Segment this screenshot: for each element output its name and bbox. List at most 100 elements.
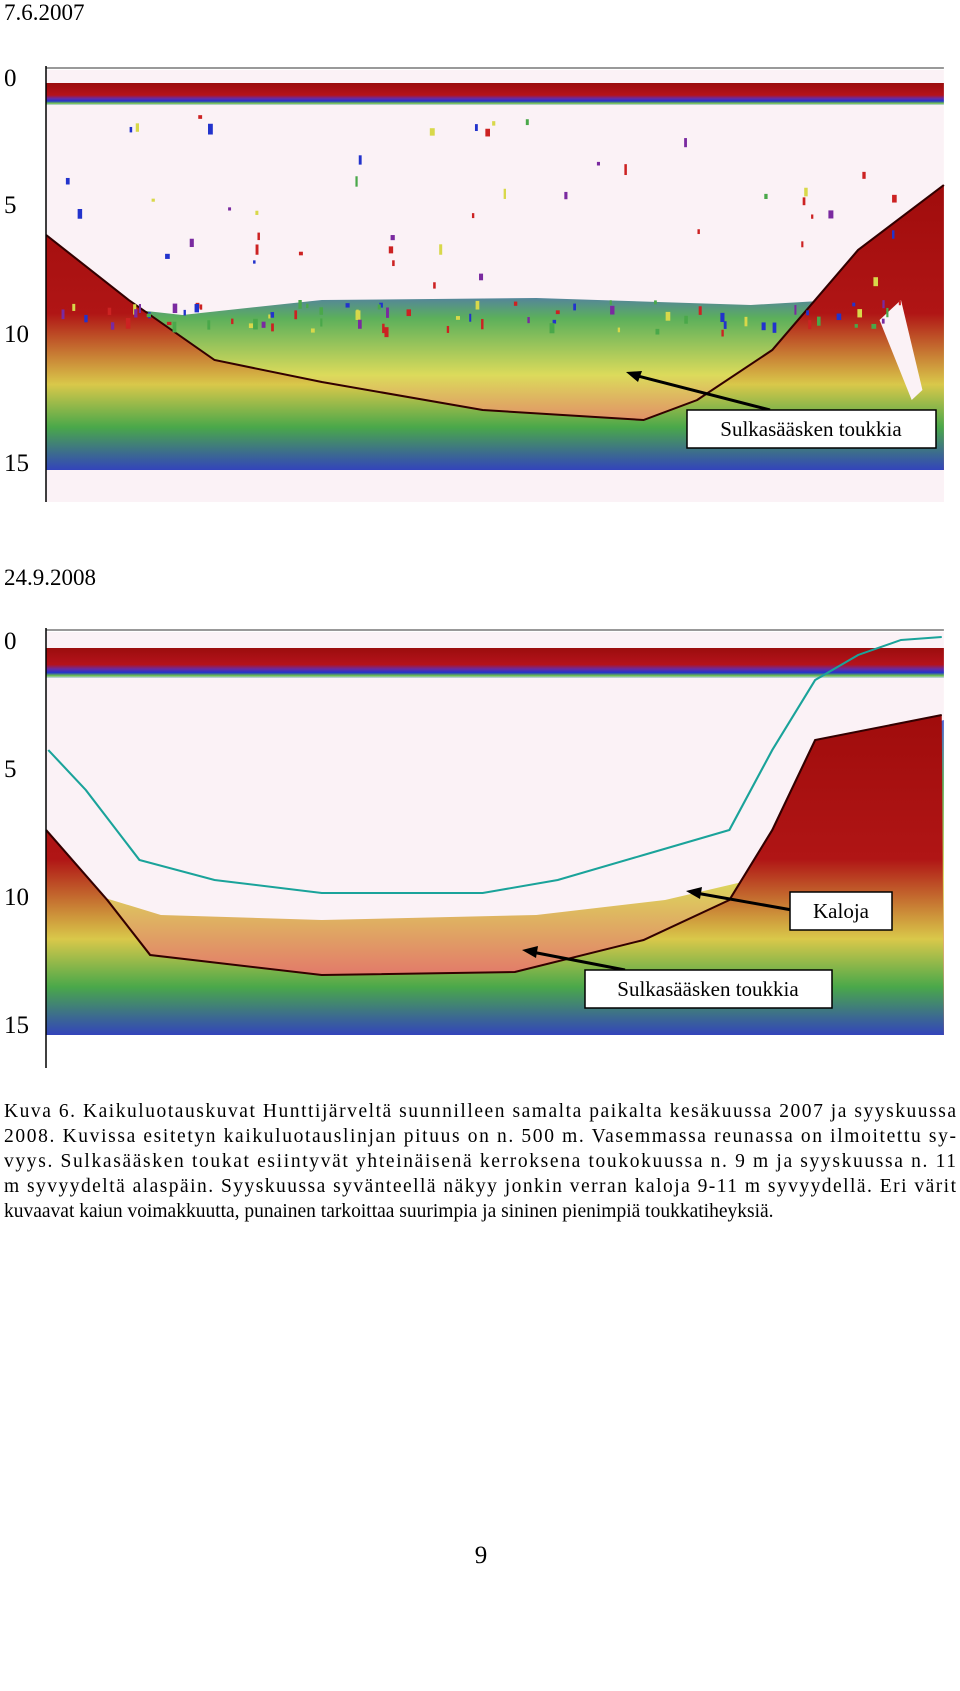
annotation-box: [584, 969, 833, 1009]
echo-speck: [199, 304, 203, 310]
annotation: Sulkasääsken toukkia: [720, 417, 902, 441]
echo-speck: [854, 324, 858, 328]
echo-speck: [134, 309, 138, 318]
echo-speck: [110, 322, 115, 330]
echo-speck: [429, 128, 435, 136]
annotation: Kaloja: [813, 899, 870, 923]
echo-speck: [310, 328, 315, 333]
echo-speck: [665, 311, 671, 321]
echo-speck: [892, 230, 895, 239]
echo-speck: [873, 277, 879, 287]
echo-speck: [355, 176, 358, 187]
depth-axis: 0 5 10 15: [4, 628, 29, 1039]
echo-speck: [836, 313, 842, 321]
echo-speck: [610, 305, 615, 315]
echo-speck: [166, 321, 172, 326]
echo-speck: [253, 318, 258, 330]
echo-speck: [455, 316, 460, 320]
echo-speck: [481, 318, 484, 330]
echo-speck: [228, 207, 232, 211]
echo-speck: [390, 235, 395, 241]
echo-speck: [183, 309, 186, 316]
echo-speck: [446, 325, 450, 333]
echo-speck: [257, 232, 260, 241]
echo-speck: [388, 246, 394, 254]
echo-speck: [871, 323, 877, 329]
echo-speck: [475, 300, 480, 310]
arrow: [633, 373, 771, 412]
echo-speck: [525, 119, 529, 126]
echo-speck: [107, 307, 112, 315]
echo-speck: [513, 301, 518, 306]
arrow: [695, 891, 793, 912]
echo-speck: [801, 241, 804, 248]
echo-speck: [898, 300, 901, 306]
echo-speck: [806, 310, 809, 316]
echo-speck: [527, 317, 530, 324]
echo-speck: [208, 123, 213, 135]
echo-speck: [469, 313, 472, 322]
depth-label: 5: [4, 756, 17, 783]
annotation-box: [789, 891, 893, 931]
echo-speck: [886, 307, 889, 318]
arrow: [531, 950, 626, 972]
echo-speck: [386, 307, 389, 318]
echo-speck: [298, 300, 302, 309]
depth-label: 10: [4, 884, 29, 911]
echo-speck: [194, 304, 200, 313]
echo-speck: [270, 312, 275, 318]
caption-line: Kuva 6. Kaikuluotauskuvat Hunttijärveltä…: [4, 1101, 956, 1122]
echo-speck: [151, 198, 155, 202]
echo-speck: [72, 303, 76, 311]
echo-speck: [207, 320, 211, 330]
echo-speck: [811, 214, 814, 219]
depth-label: 0: [4, 65, 17, 92]
echo-speck: [172, 321, 177, 333]
echo-speck: [697, 229, 700, 235]
annotation-box: [686, 409, 937, 449]
arrowhead: [686, 887, 702, 899]
echo-speck: [624, 164, 627, 176]
echo-speck: [772, 322, 777, 333]
echo-speck: [294, 310, 298, 320]
echo-speck: [135, 123, 139, 132]
echo-speck: [479, 273, 484, 281]
echo-speck: [555, 310, 560, 315]
echo-speck: [345, 303, 350, 308]
echo-speck: [298, 251, 303, 256]
echo-speck: [761, 322, 766, 331]
echo-speck: [492, 121, 496, 126]
echo-speck: [852, 302, 856, 307]
echo-speck: [862, 171, 866, 179]
echo-speck: [474, 124, 478, 132]
echo-speck: [684, 315, 688, 324]
caption-line: 2008. Kuvissa esitetyn kaikuluotauslinja…: [4, 1126, 956, 1147]
echo-speck: [189, 238, 194, 248]
arrowhead: [522, 946, 538, 958]
echo-speck: [655, 328, 660, 335]
echo-speck: [552, 319, 557, 324]
depth-axis: 0 5 10 15: [4, 65, 29, 477]
caption-line: m syvyydeltä alaspäin. Syyskuussa syvänt…: [4, 1176, 957, 1197]
echo-speck: [255, 244, 259, 255]
depth-label: 10: [4, 321, 29, 348]
echo-speck: [231, 318, 234, 325]
caption-line: vyys. Sulkasääsken toukat esiintyvät yht…: [4, 1151, 956, 1172]
caption: Kuva 6. Kaikuluotauskuvat Hunttijärveltä…: [4, 1101, 957, 1222]
echo-speck: [248, 323, 253, 329]
echo-speck: [306, 303, 309, 309]
echo-speck: [125, 318, 131, 329]
echo-speck: [828, 210, 834, 219]
echo-speck: [61, 309, 65, 320]
arrowhead: [626, 371, 642, 382]
echo-speck: [882, 300, 885, 309]
echo-speck: [857, 309, 863, 318]
depth-label: 15: [4, 450, 29, 477]
echo-speck: [744, 316, 748, 327]
echogram: [45, 628, 944, 1068]
echo-speck: [392, 260, 395, 267]
echo-speck: [384, 327, 389, 338]
echo-speck: [794, 305, 797, 315]
echo-speck: [129, 126, 133, 133]
